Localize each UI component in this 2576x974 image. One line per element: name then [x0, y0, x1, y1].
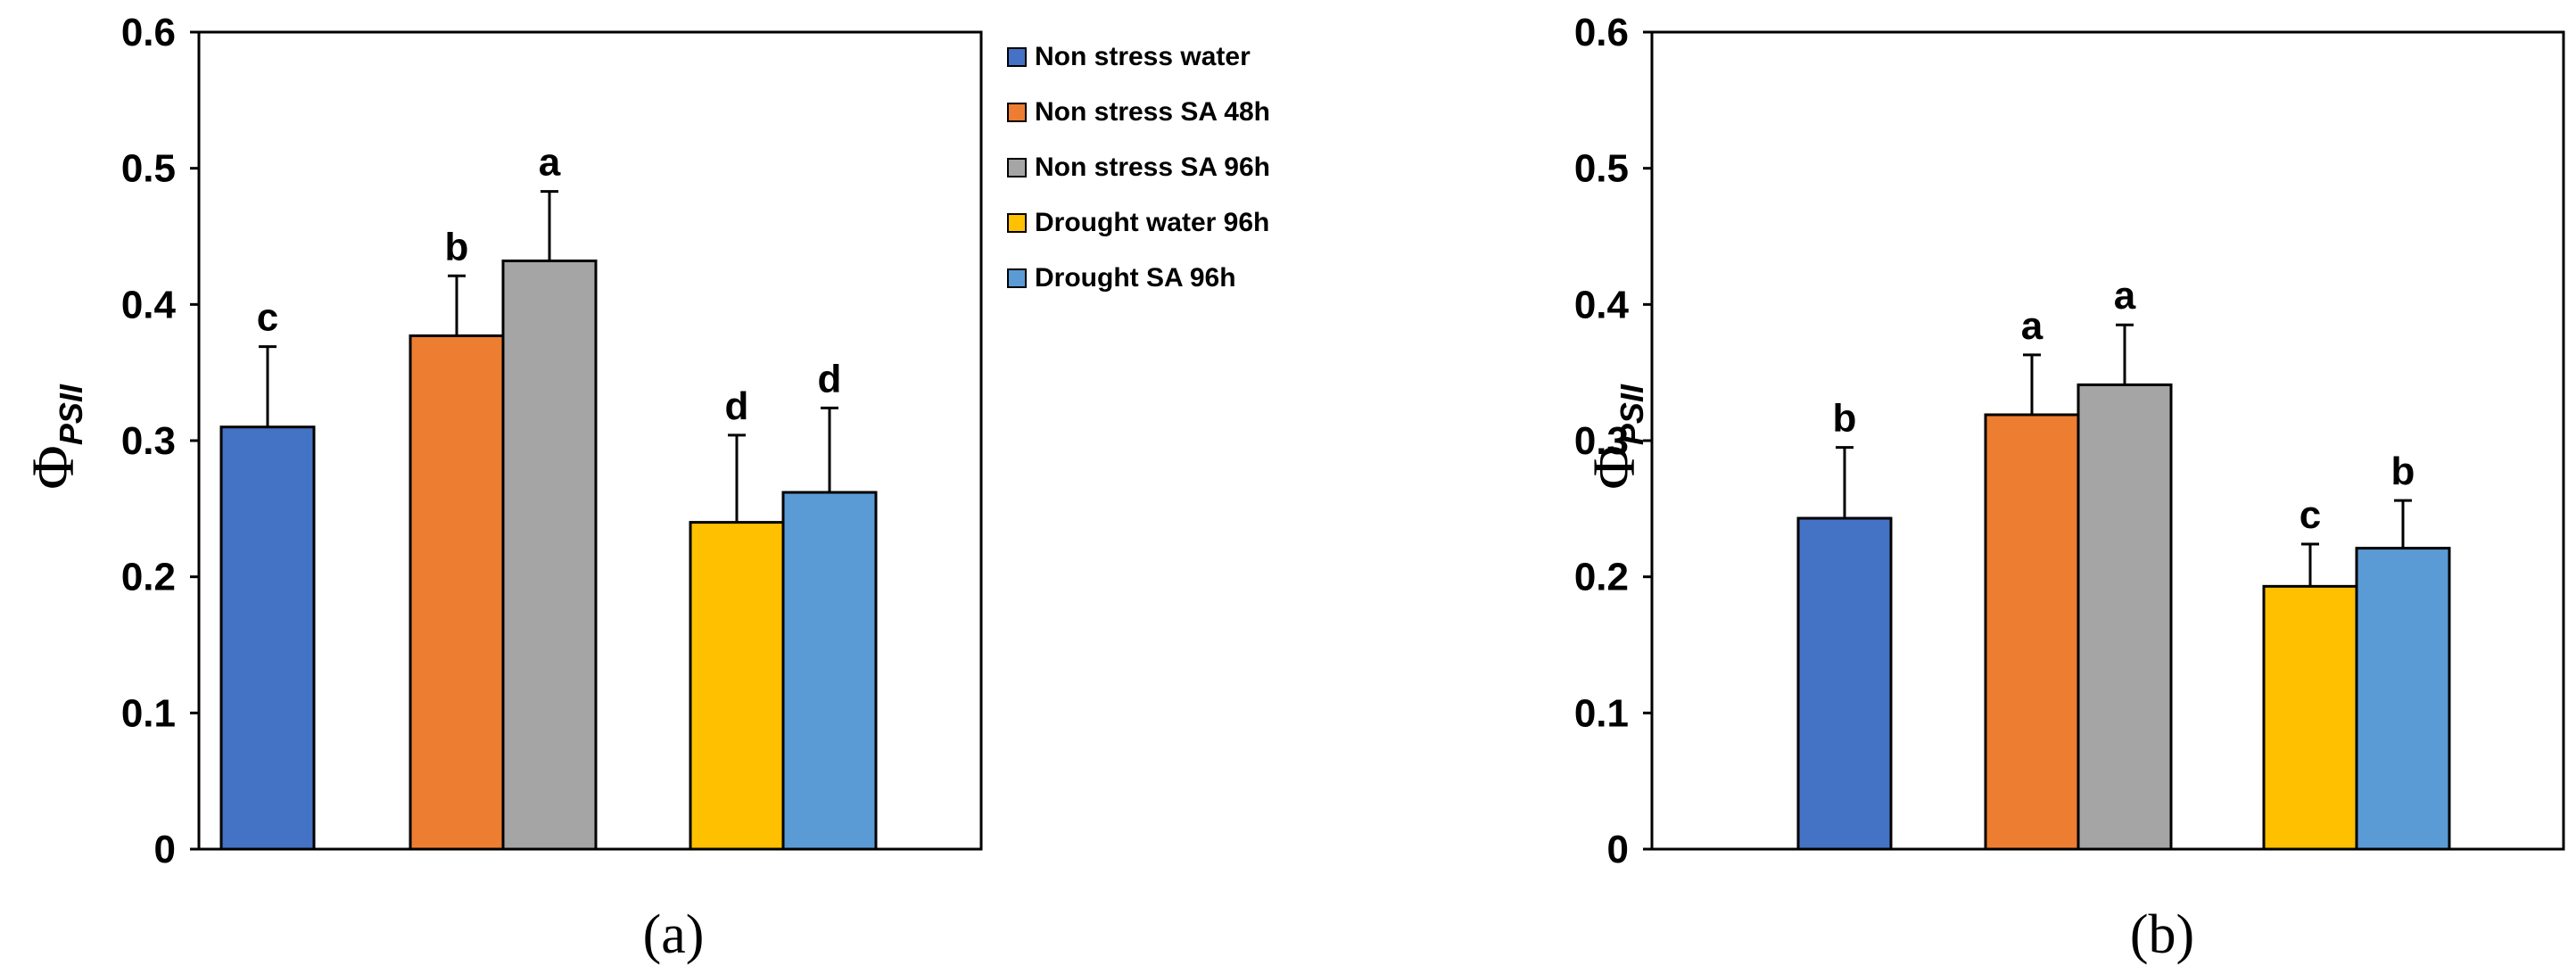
legend-swatch-4	[1007, 213, 1027, 233]
legend-label-2: Non stress SA 48h	[1035, 97, 1270, 127]
panel-label-a: (a)	[643, 904, 705, 965]
y-tick-label: 0.6	[1574, 11, 1629, 54]
legend-swatch-2	[1007, 103, 1027, 122]
legend: Non stress water Non stress SA 48h Non str…	[1007, 42, 1270, 293]
y-axis-label-phi: Φ	[1580, 445, 1647, 490]
y-tick-label: 0.3	[1574, 419, 1629, 463]
significance-letter-a-3: a	[539, 141, 561, 185]
bar-a-1	[219, 425, 316, 851]
legend-swatch-1	[1007, 47, 1027, 67]
significance-letter-b-3: a	[2114, 274, 2136, 318]
significance-letter-a-5: d	[818, 357, 842, 400]
bar-b-1	[1796, 516, 1893, 851]
y-axis-label-subscript: PSII	[1614, 384, 1650, 445]
y-axis-label-phi: Φ	[19, 445, 87, 490]
bar-b-5	[2355, 547, 2451, 851]
y-tick-label: 0.6	[121, 11, 176, 54]
legend-label-5: Drought SA 96h	[1035, 263, 1236, 293]
legend-label-3: Non stress SA 96h	[1035, 153, 1270, 182]
bar-a-3	[501, 259, 598, 851]
significance-letter-b-1: b	[1833, 397, 1857, 441]
y-tick-label: 0.5	[121, 147, 176, 191]
significance-letter-b-4: c	[2299, 493, 2321, 537]
bar-a-5	[781, 491, 878, 851]
panel-label-b: (b)	[2130, 904, 2194, 965]
y-tick-label: 0.1	[121, 691, 176, 735]
y-tick-label: 0.5	[1574, 147, 1629, 191]
legend-label-1: Non stress water	[1035, 42, 1251, 71]
y-tick-label: 0	[154, 828, 176, 871]
legend-swatch-3	[1007, 158, 1027, 177]
significance-letter-b-2: a	[2021, 304, 2043, 348]
y-tick-label: 0	[1607, 828, 1629, 871]
y-tick-label: 0.3	[121, 419, 176, 463]
significance-letter-b-5: b	[2391, 450, 2415, 493]
panel-a-chart: c b a d d 0 0.1 0.2 0.3 0.4 0.5 0.6 ΦPSII (a)	[19, 11, 983, 965]
y-axis-label-a: ΦPSII	[19, 384, 89, 490]
y-tick-label: 0.1	[1574, 691, 1629, 735]
legend-swatch-5	[1007, 268, 1027, 288]
bar-a-4	[689, 521, 785, 851]
y-tick-label: 0.2	[121, 556, 176, 599]
panel-b-chart: b a a c b 0 0.1 0.2 0.3 0.4 0.5 0.6 ΦPSII (b)	[1574, 11, 2565, 965]
y-axis-label-b: ΦPSII	[1580, 384, 1650, 490]
significance-letter-a-4: d	[725, 384, 749, 428]
y-tick-label: 0.4	[1574, 283, 1630, 326]
y-tick-label: 0.2	[1574, 556, 1629, 599]
y-axis-label-subscript: PSII	[53, 384, 89, 445]
bar-b-3	[2076, 383, 2173, 851]
bar-b-4	[2262, 584, 2358, 851]
legend-label-4: Drought water 96h	[1035, 208, 1269, 237]
bar-a-2	[409, 334, 505, 851]
bar-b-2	[1984, 413, 2080, 851]
significance-letter-a-2: b	[445, 225, 469, 268]
y-tick-label: 0.4	[121, 283, 177, 326]
significance-letter-a-1: c	[257, 296, 278, 340]
